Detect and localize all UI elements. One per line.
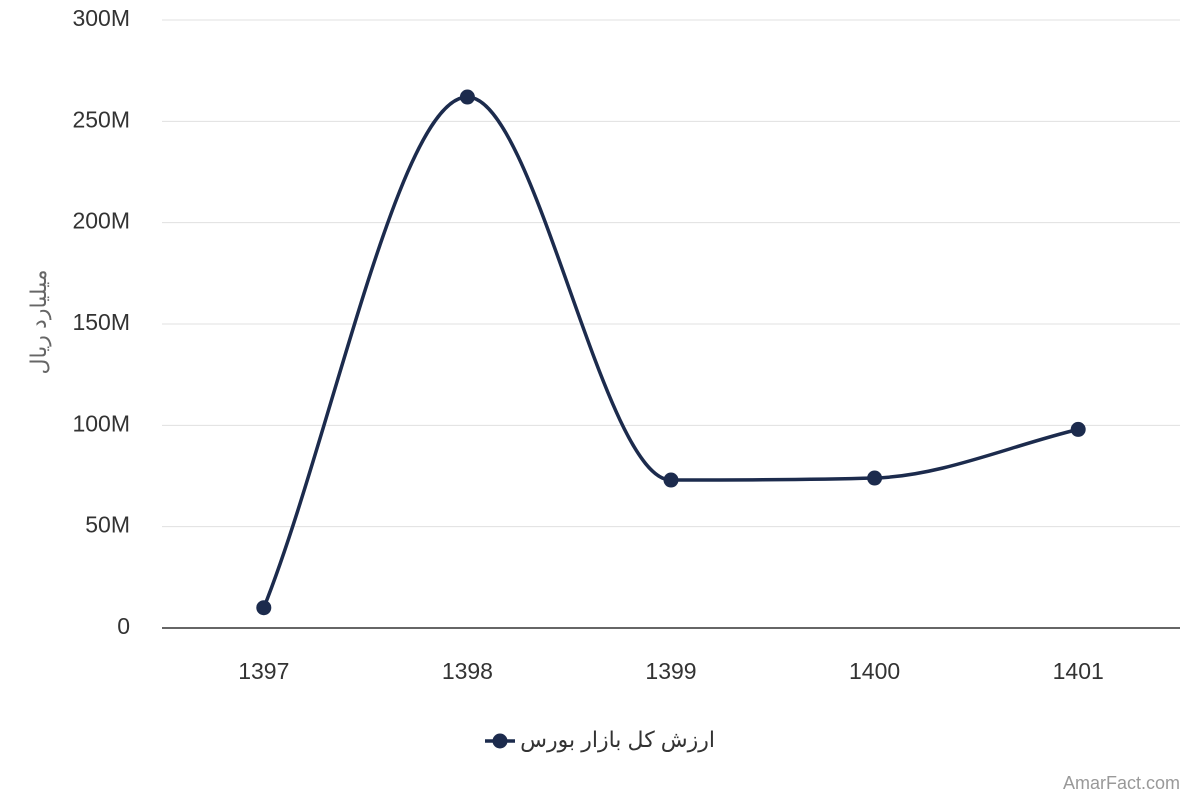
y-axis-label: میلیارد ریال: [26, 269, 51, 374]
y-tick-label: 250M: [72, 106, 130, 132]
x-tick-label: 1401: [1053, 658, 1104, 684]
data-point: [663, 472, 679, 488]
data-point: [867, 470, 883, 486]
y-tick-label: 50M: [85, 512, 130, 538]
data-point: [256, 600, 272, 616]
data-point: [459, 89, 475, 105]
x-tick-label: 1398: [442, 658, 493, 684]
watermark-text: AmarFact.com: [1063, 773, 1180, 793]
y-tick-label: 300M: [72, 5, 130, 31]
legend-marker-icon: [492, 733, 508, 749]
x-tick-label: 1399: [645, 658, 696, 684]
x-tick-label: 1397: [238, 658, 289, 684]
series-line: [262, 95, 1079, 609]
y-tick-label: 0: [117, 613, 130, 639]
y-tick-label: 200M: [72, 208, 130, 234]
legend-label[interactable]: ارزش کل بازار بورس: [520, 727, 715, 753]
data-point: [1070, 421, 1086, 437]
y-tick-label: 100M: [72, 410, 130, 436]
x-tick-label: 1400: [849, 658, 900, 684]
y-tick-label: 150M: [72, 309, 130, 335]
